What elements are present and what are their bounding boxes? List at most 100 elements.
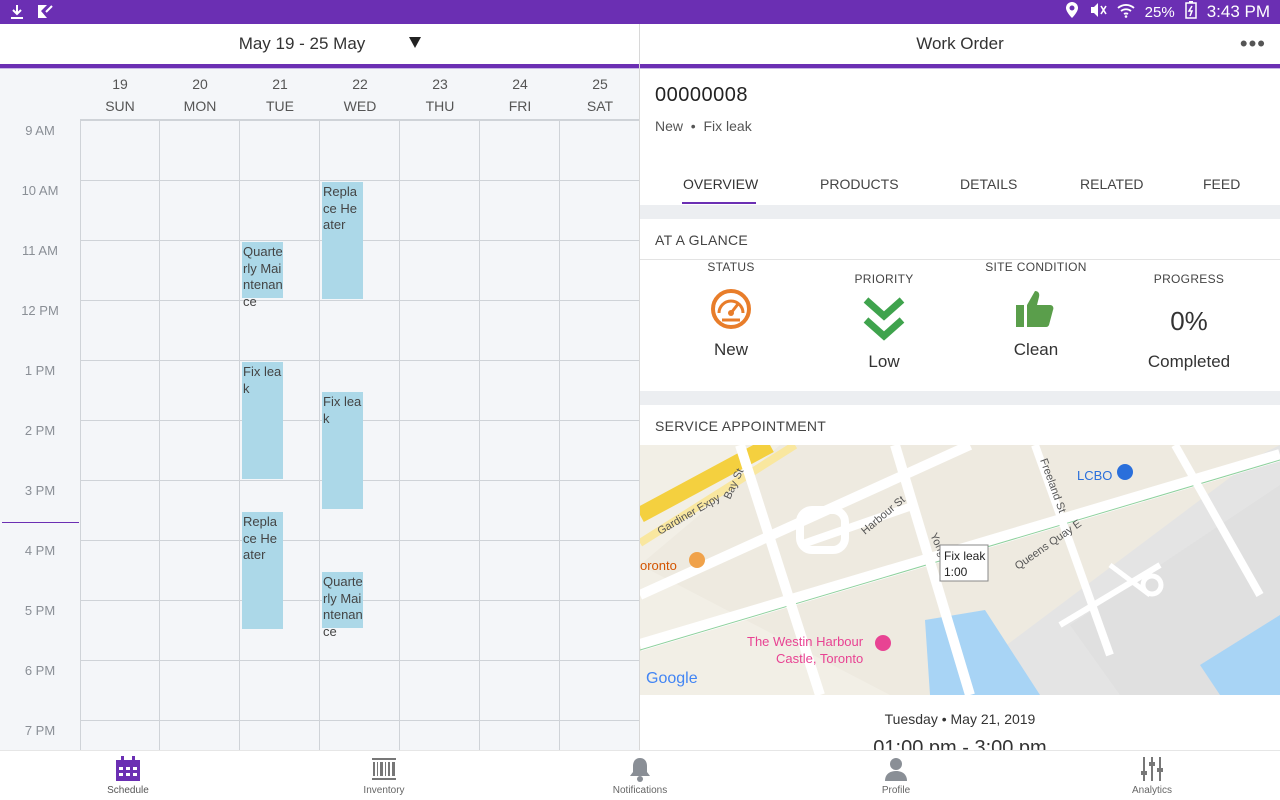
glance-site-condition: SITE CONDITION Clean [956, 260, 1116, 360]
day-header-sun[interactable]: 19 SUN [80, 70, 160, 120]
event-fix-leak-tue[interactable]: Fix leak [242, 362, 283, 479]
date-range-label: May 19 - 25 May [238, 34, 366, 53]
glance-priority-label: PRIORITY [854, 272, 914, 286]
day-header-thu[interactable]: 23 THU [400, 70, 480, 120]
time-label: 2 PM [24, 423, 56, 438]
day-header-fri[interactable]: 24 FRI [480, 70, 560, 120]
day-of-week: TUE [266, 98, 294, 114]
calendar-icon [78, 755, 178, 783]
glance-progress: PROGRESS 0% Completed [1109, 272, 1269, 372]
current-time-indicator [2, 522, 79, 523]
map-pin-title: Fix leak [944, 549, 986, 563]
day-of-week: THU [425, 98, 455, 114]
day-number: 20 [192, 76, 208, 92]
barcode-icon [334, 755, 434, 783]
work-order-panel: Work Order ••• 00000008 New • Fix leak O… [640, 24, 1280, 750]
bullet-separator: • [686, 118, 700, 134]
tab-related[interactable]: RELATED [1080, 176, 1144, 192]
day-header-sat[interactable]: 25 SAT [560, 70, 639, 120]
event-fix-leak-wed[interactable]: Fix leak [322, 392, 363, 509]
progress-value-wrapper: 0% [1109, 296, 1269, 346]
event-replace-heater-wed[interactable]: Replace Heater [322, 182, 363, 299]
week-grid[interactable]: Replace Heater Quarterly Maintenance Fix… [80, 120, 639, 750]
map-graphic: Bay St Gardiner Expy Harbour St Yonge Qu… [640, 445, 1280, 695]
appointment-date: Tuesday • May 21, 2019 [884, 711, 1036, 727]
work-order-subject: Fix leak [703, 118, 752, 134]
nav-schedule[interactable]: Schedule [78, 755, 178, 796]
grid-line [399, 120, 400, 750]
grid-line [80, 720, 639, 721]
gauge-icon [651, 284, 811, 334]
grid-line [159, 120, 160, 750]
header-divider [0, 64, 639, 69]
grid-line [80, 360, 639, 361]
work-order-header: Work Order [916, 34, 1004, 53]
grid-line [239, 120, 240, 750]
day-of-week: FRI [508, 98, 532, 114]
sliders-icon [1102, 755, 1202, 783]
nav-analytics[interactable]: Analytics [1102, 755, 1202, 796]
day-header-mon[interactable]: 20 MON [160, 70, 240, 120]
day-of-week: SUN [105, 98, 135, 114]
status-bar: 25% 3:43 PM [0, 0, 1280, 24]
tab-bar: OVERVIEW PRODUCTS DETAILS RELATED FEED [640, 172, 1280, 206]
more-options-icon[interactable]: ••• [1239, 31, 1266, 56]
poi-toronto: oronto [640, 558, 677, 573]
nav-inventory[interactable]: Inventory [334, 755, 434, 796]
work-order-status: New [655, 118, 684, 134]
event-quarterly-maintenance-tue[interactable]: Quarterly Maintenance [242, 242, 283, 309]
tab-feed[interactable]: FEED [1203, 176, 1241, 192]
section-separator [640, 391, 1280, 405]
glance-section-title: AT A GLANCE [655, 232, 749, 248]
time-label: 12 PM [21, 303, 59, 318]
clock: 3:43 PM [1206, 2, 1270, 21]
day-number: 24 [512, 76, 528, 92]
calendar-panel: May 19 - 25 May 19 SUN 20 MON 21 TUE 22 WED … [0, 24, 640, 750]
glance-priority: PRIORITY Low [804, 272, 964, 372]
grid-line [559, 120, 560, 750]
day-of-week: SAT [586, 98, 614, 114]
time-label: 10 AM [21, 183, 59, 198]
person-icon [846, 755, 946, 783]
time-label: 11 AM [22, 243, 58, 258]
service-map[interactable]: Bay St Gardiner Expy Harbour St Yonge Qu… [640, 445, 1280, 695]
event-quarterly-maintenance-wed[interactable]: Quarterly Maintenance [322, 572, 363, 639]
day-header-tue[interactable]: 21 TUE [240, 70, 320, 120]
time-column: 9 AM 10 AM 11 AM 12 PM 1 PM 2 PM 3 PM 4 … [0, 120, 80, 750]
app-notification-icon [36, 3, 54, 26]
nav-label: Schedule [107, 785, 149, 796]
nav-notifications[interactable]: Notifications [590, 755, 690, 796]
work-order-subtitle: New • Fix leak [655, 118, 752, 134]
date-range-selector[interactable]: May 19 - 25 May [0, 24, 639, 64]
day-header-wed[interactable]: 22 WED [320, 70, 400, 120]
grid-line [80, 120, 639, 121]
grid-line [80, 660, 639, 661]
time-label: 1 PM [24, 363, 56, 378]
nav-label: Analytics [1131, 785, 1172, 796]
nav-profile[interactable]: Profile [846, 755, 946, 796]
glance-status-label: STATUS [707, 260, 755, 274]
thumbs-up-icon [956, 284, 1116, 334]
nav-label: Inventory [363, 785, 405, 796]
time-label: 6 PM [24, 663, 56, 678]
poi-lcbo: LCBO [1077, 468, 1112, 483]
event-replace-heater-tue[interactable]: Replace Heater [242, 512, 283, 629]
glance-progress-value: 0% [1170, 305, 1208, 336]
day-number: 23 [432, 76, 448, 92]
bell-icon [590, 755, 690, 783]
day-header-row: 19 SUN 20 MON 21 TUE 22 WED 23 THU 24 FRI 25 SA… [80, 70, 639, 120]
mute-icon [1089, 2, 1107, 22]
dropdown-triangle-icon[interactable] [409, 37, 421, 48]
glance-progress-label: PROGRESS [1153, 272, 1225, 286]
grid-line [80, 540, 639, 541]
section-separator [640, 205, 1280, 219]
day-of-week: WED [343, 98, 377, 114]
battery-icon [1184, 1, 1197, 23]
day-number: 25 [592, 76, 608, 92]
tab-overview[interactable]: OVERVIEW [683, 176, 759, 192]
time-label: 5 PM [24, 603, 56, 618]
glance-site-value: Clean [1013, 340, 1059, 359]
tab-products[interactable]: PRODUCTS [820, 176, 899, 192]
tab-details[interactable]: DETAILS [960, 176, 1018, 192]
appointment-section-title: SERVICE APPOINTMENT [655, 418, 827, 434]
